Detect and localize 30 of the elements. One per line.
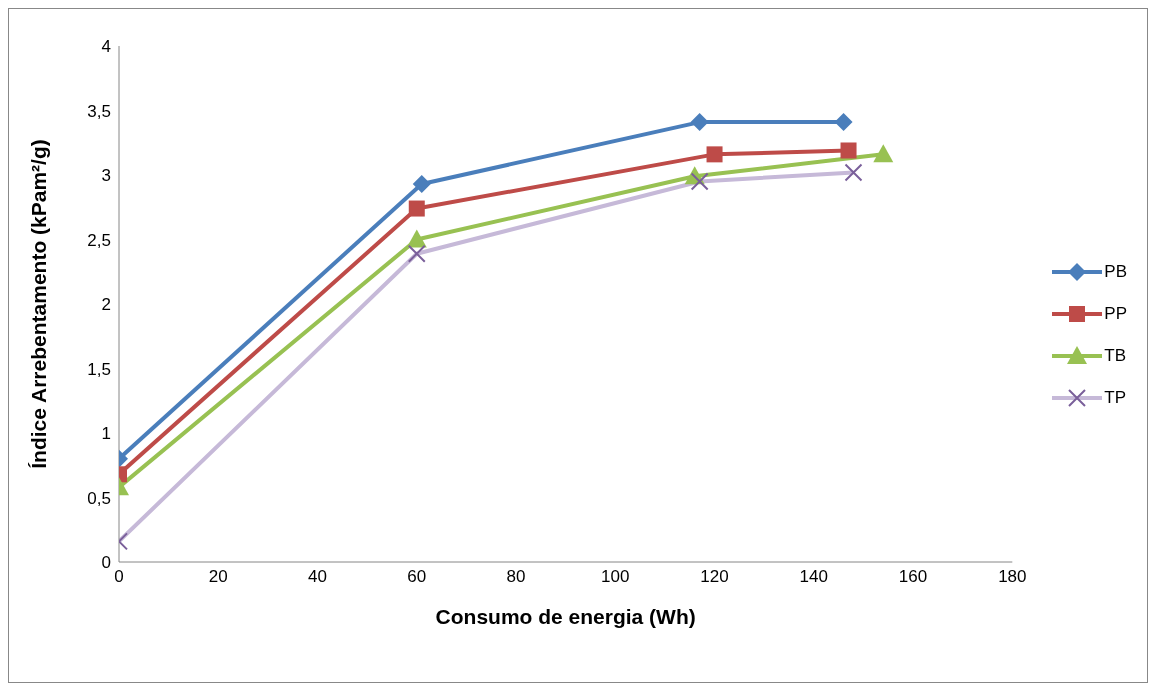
x-tick-label: 20 bbox=[208, 567, 228, 587]
x-tick-label: 100 bbox=[601, 567, 630, 587]
y-tick-label: 3,5 bbox=[87, 101, 111, 121]
x-tick-label: 60 bbox=[407, 567, 427, 587]
legend-label: PP bbox=[1104, 303, 1127, 324]
y-tick-label: 0,5 bbox=[87, 488, 111, 508]
y-tick-label: 1 bbox=[101, 424, 111, 444]
x-tick-label: 80 bbox=[506, 567, 526, 587]
x-tick-label: 140 bbox=[799, 567, 828, 587]
legend-label: PB bbox=[1104, 261, 1127, 282]
point bbox=[834, 113, 853, 132]
x-tick-label: 180 bbox=[998, 567, 1027, 587]
point bbox=[873, 144, 894, 163]
y-tick-label: 0 bbox=[101, 553, 111, 573]
x-tick-label: 120 bbox=[700, 567, 729, 587]
y-tick-label: 4 bbox=[101, 37, 111, 57]
point bbox=[840, 142, 857, 159]
y-axis-title: Índice Arrebentamento (kPam²/g) bbox=[27, 139, 51, 469]
legend-label: TP bbox=[1104, 387, 1127, 408]
legend-label: TB bbox=[1104, 345, 1127, 366]
x-tick-label: 40 bbox=[308, 567, 327, 587]
y-tick-label: 1,5 bbox=[87, 359, 111, 379]
point bbox=[690, 113, 709, 132]
point bbox=[706, 146, 723, 163]
y-tick-label: 2 bbox=[101, 295, 111, 315]
x-axis-title: Consumo de energia (Wh) bbox=[435, 605, 696, 628]
x-tick-label: 0 bbox=[114, 567, 124, 587]
y-tick-label: 3 bbox=[101, 166, 111, 186]
y-tick-label: 2,5 bbox=[87, 230, 111, 250]
x-tick-label: 160 bbox=[898, 567, 928, 587]
